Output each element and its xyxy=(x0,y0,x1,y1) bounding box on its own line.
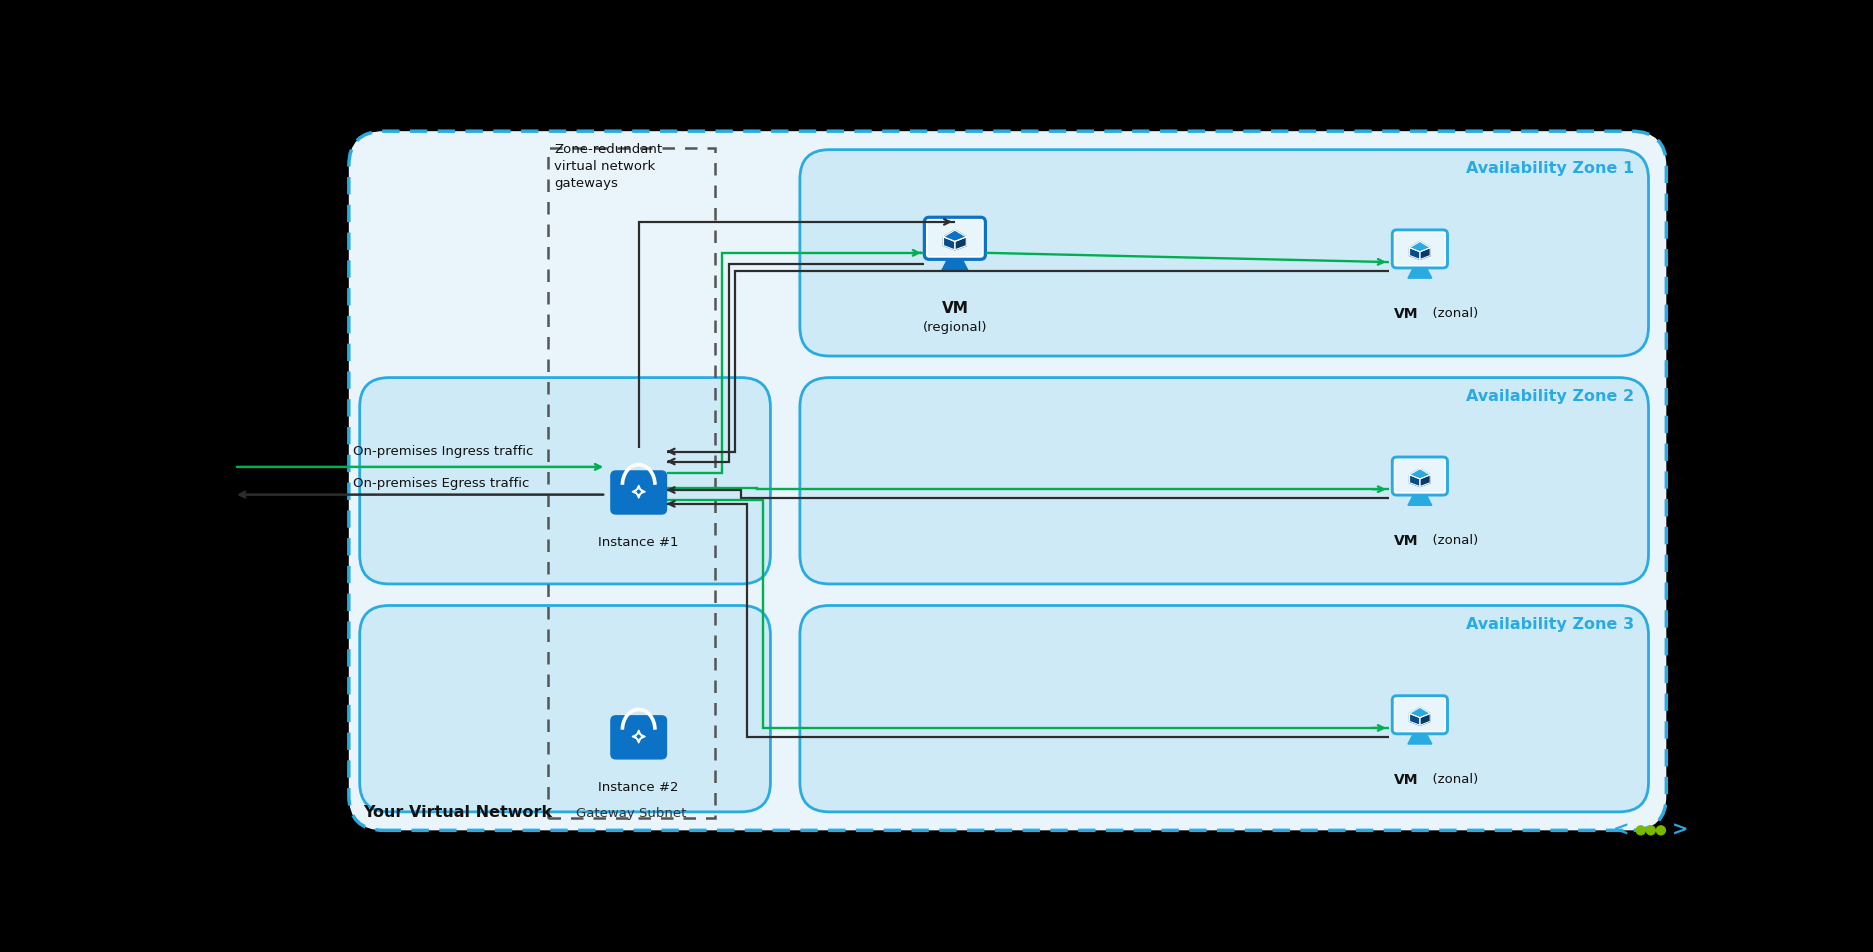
Polygon shape xyxy=(1410,248,1420,259)
FancyBboxPatch shape xyxy=(800,378,1648,584)
Text: <: < xyxy=(1613,821,1630,840)
Polygon shape xyxy=(1420,475,1431,486)
Polygon shape xyxy=(1420,248,1431,259)
Text: On-premises Ingress traffic: On-premises Ingress traffic xyxy=(352,445,534,458)
Text: VM: VM xyxy=(942,301,968,315)
Text: >: > xyxy=(1673,821,1688,840)
FancyBboxPatch shape xyxy=(1392,229,1448,268)
Circle shape xyxy=(1637,826,1644,835)
FancyBboxPatch shape xyxy=(1395,699,1444,731)
Text: VM: VM xyxy=(1394,773,1418,786)
Polygon shape xyxy=(1410,242,1431,251)
FancyBboxPatch shape xyxy=(800,605,1648,812)
FancyBboxPatch shape xyxy=(611,470,667,515)
Polygon shape xyxy=(1410,475,1420,486)
Text: Zone-redundant
virtual network
gateways: Zone-redundant virtual network gateways xyxy=(554,143,663,189)
Text: Your Virtual Network: Your Virtual Network xyxy=(363,804,553,820)
Text: (zonal): (zonal) xyxy=(1423,307,1478,320)
Text: Availability Zone 1: Availability Zone 1 xyxy=(1467,161,1635,176)
Text: Instance #2: Instance #2 xyxy=(599,781,678,794)
Text: (regional): (regional) xyxy=(923,321,987,333)
Polygon shape xyxy=(942,259,968,270)
FancyBboxPatch shape xyxy=(927,221,981,256)
FancyBboxPatch shape xyxy=(1395,233,1444,265)
FancyBboxPatch shape xyxy=(800,149,1648,356)
Polygon shape xyxy=(1408,734,1431,744)
Text: Availability Zone 2: Availability Zone 2 xyxy=(1467,389,1635,405)
FancyBboxPatch shape xyxy=(611,715,667,760)
Text: Instance #1: Instance #1 xyxy=(599,536,678,549)
Text: VM: VM xyxy=(1394,307,1418,321)
Polygon shape xyxy=(1408,495,1431,506)
Polygon shape xyxy=(955,237,966,249)
FancyBboxPatch shape xyxy=(348,131,1667,830)
Polygon shape xyxy=(944,230,966,242)
Polygon shape xyxy=(1410,468,1431,479)
Polygon shape xyxy=(1408,268,1431,278)
Text: Availability Zone 3: Availability Zone 3 xyxy=(1467,617,1635,632)
Text: (zonal): (zonal) xyxy=(1423,534,1478,546)
FancyBboxPatch shape xyxy=(925,217,985,259)
Circle shape xyxy=(1656,826,1665,835)
Circle shape xyxy=(1646,826,1656,835)
Polygon shape xyxy=(1410,707,1431,718)
Polygon shape xyxy=(944,237,955,249)
FancyBboxPatch shape xyxy=(360,378,770,584)
Polygon shape xyxy=(1420,713,1431,725)
Text: (zonal): (zonal) xyxy=(1423,773,1478,785)
FancyBboxPatch shape xyxy=(1392,457,1448,495)
Text: VM: VM xyxy=(1394,534,1418,548)
FancyBboxPatch shape xyxy=(360,605,770,812)
FancyBboxPatch shape xyxy=(1392,696,1448,734)
Polygon shape xyxy=(1410,713,1420,725)
Text: On-premises Egress traffic: On-premises Egress traffic xyxy=(352,477,528,490)
FancyBboxPatch shape xyxy=(1395,460,1444,492)
Text: Gateway Subnet: Gateway Subnet xyxy=(577,806,687,820)
